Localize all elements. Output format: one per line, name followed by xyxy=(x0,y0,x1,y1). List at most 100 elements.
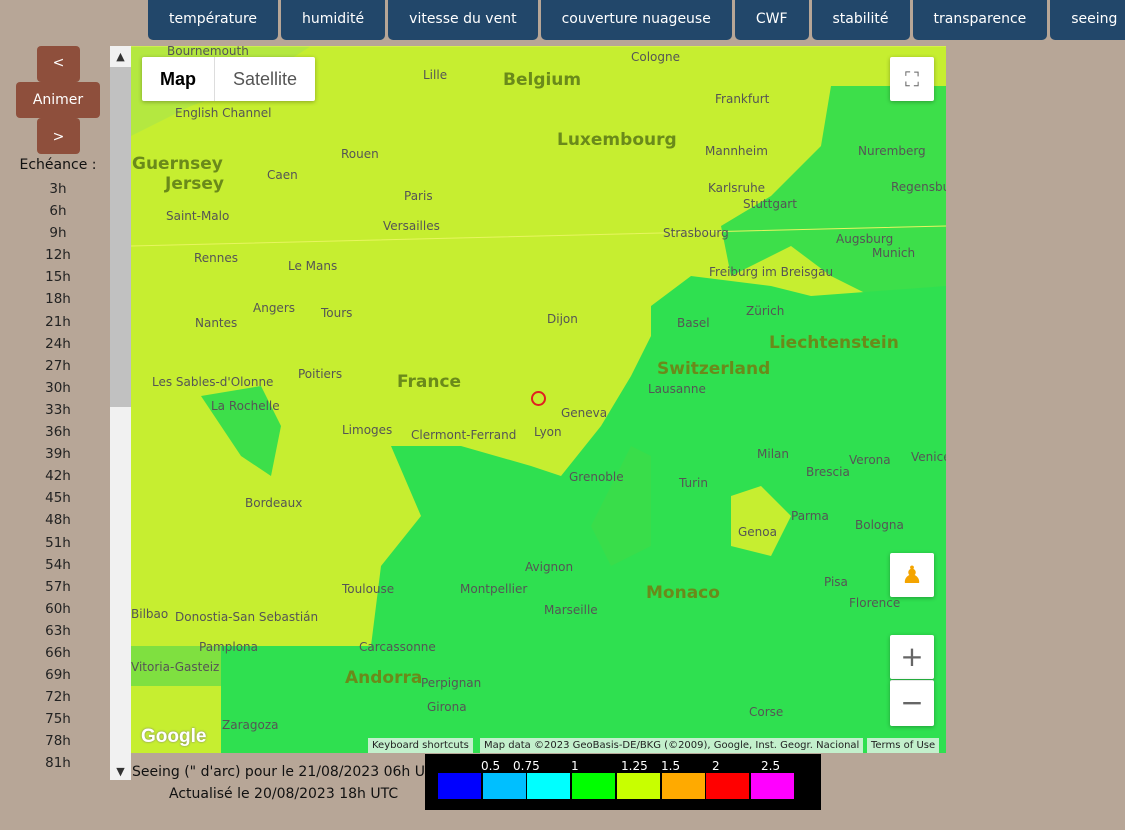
tab-0[interactable]: température xyxy=(148,0,278,40)
hour-item[interactable]: 78h xyxy=(45,733,71,750)
legend-value: 1.5 xyxy=(661,759,681,773)
hour-item[interactable]: 45h xyxy=(45,490,71,507)
map-label: Le Mans xyxy=(288,259,338,273)
fullscreen-icon[interactable]: ⛶ xyxy=(890,57,934,101)
hour-item[interactable]: 42h xyxy=(45,468,71,485)
hour-item[interactable]: 36h xyxy=(45,424,71,441)
tab-6[interactable]: transparence xyxy=(912,0,1048,40)
map-label: Montpellier xyxy=(460,582,528,596)
animate-button[interactable]: Animer xyxy=(16,82,100,118)
hour-item[interactable]: 69h xyxy=(45,667,71,684)
map-label: Andorra xyxy=(345,668,423,688)
terms-of-use-link[interactable]: Terms of Use xyxy=(867,738,940,753)
map-label: Saint-Malo xyxy=(166,209,230,223)
map-label: Avignon xyxy=(525,560,574,574)
map-label: Perpignan xyxy=(421,676,482,690)
echeance-label: Echéance : xyxy=(19,157,97,173)
location-marker[interactable] xyxy=(531,391,546,406)
map-label: English Channel xyxy=(175,106,272,120)
legend-value: 1 xyxy=(571,759,579,773)
hour-item[interactable]: 33h xyxy=(45,401,71,418)
map-label: Guernsey xyxy=(132,154,223,174)
map-label: Frankfurt xyxy=(715,92,770,106)
hour-item[interactable]: 57h xyxy=(45,578,71,595)
parameter-tabs: température humidité vitesse du vent couver… xyxy=(148,0,1125,40)
next-button[interactable]: > xyxy=(37,118,80,154)
google-logo: Google xyxy=(141,726,207,747)
legend-value: 0.75 xyxy=(513,759,540,773)
map-label: Brescia xyxy=(806,465,850,479)
map[interactable]: Belgium Luxembourg France Switzerland Liecht… xyxy=(131,46,946,753)
map-label: Genoa xyxy=(738,525,777,539)
map-label: Stuttgart xyxy=(743,197,797,211)
hour-item[interactable]: 24h xyxy=(45,335,71,352)
map-label: Mannheim xyxy=(705,144,768,158)
map-label: Bilbao xyxy=(131,607,169,621)
map-label: Vitoria-Gasteiz xyxy=(131,660,220,674)
hour-item[interactable]: 48h xyxy=(45,512,71,529)
map-label: Freiburg im Breisgau xyxy=(709,265,834,279)
hour-item[interactable]: 63h xyxy=(45,622,71,639)
scrollbar[interactable]: ▲ ▼ xyxy=(110,46,131,780)
keyboard-shortcuts-link[interactable]: Keyboard shortcuts xyxy=(368,738,473,753)
legend-value: 1.25 xyxy=(621,759,648,773)
hour-item[interactable]: 27h xyxy=(45,357,71,374)
hour-item[interactable]: 3h xyxy=(49,181,67,197)
hour-item[interactable]: 75h xyxy=(45,711,71,728)
tab-3[interactable]: couverture nuageuse xyxy=(540,0,732,40)
map-label: Karlsruhe xyxy=(708,181,766,195)
legend-swatch xyxy=(527,773,571,799)
map-label: Carcassonne xyxy=(359,640,436,654)
tab-4[interactable]: CWF xyxy=(734,0,809,40)
tab-1[interactable]: humidité xyxy=(281,0,386,40)
map-label: Angers xyxy=(253,301,295,315)
map-label: Dijon xyxy=(547,312,578,326)
hour-item[interactable]: 54h xyxy=(45,556,71,573)
map-label: Limoges xyxy=(342,423,393,437)
map-label: Bordeaux xyxy=(245,496,303,510)
hour-item[interactable]: 15h xyxy=(45,269,71,286)
map-label: Lausanne xyxy=(648,382,706,396)
map-label: Girona xyxy=(427,700,467,714)
tab-7[interactable]: seeing xyxy=(1050,0,1125,40)
hour-item[interactable]: 39h xyxy=(45,446,71,463)
zoom-out-button[interactable]: − xyxy=(890,680,934,726)
satellite-button[interactable]: Satellite xyxy=(214,57,315,101)
map-label: Liechtenstein xyxy=(769,333,899,353)
zoom-in-button[interactable]: + xyxy=(890,635,934,679)
map-label: Jersey xyxy=(165,174,224,194)
map-label: Marseille xyxy=(544,603,598,617)
hour-item[interactable]: 51h xyxy=(45,534,71,551)
hour-item[interactable]: 60h xyxy=(45,600,71,617)
hour-item[interactable]: 9h xyxy=(49,225,67,242)
hour-item[interactable]: 6h xyxy=(49,203,67,220)
previous-button[interactable]: < xyxy=(37,46,80,82)
tab-5[interactable]: stabilité xyxy=(811,0,910,40)
hour-item[interactable]: 30h xyxy=(45,379,71,396)
map-label: Pisa xyxy=(824,575,848,589)
scroll-down-icon[interactable]: ▼ xyxy=(116,765,125,778)
map-label: Versailles xyxy=(383,219,440,233)
map-label: Turin xyxy=(679,476,708,490)
legend-swatch xyxy=(616,773,660,799)
map-label: Clermont-Ferrand xyxy=(411,428,517,442)
map-label: Corse xyxy=(749,705,784,719)
hour-item[interactable]: 72h xyxy=(45,689,71,706)
hour-item[interactable]: 12h xyxy=(45,247,71,264)
hour-item[interactable]: 66h xyxy=(45,644,71,661)
map-label: Nantes xyxy=(195,316,238,330)
legend-swatch xyxy=(572,773,616,799)
pegman-icon[interactable]: ♟ xyxy=(890,553,934,597)
map-button[interactable]: Map xyxy=(160,69,196,89)
scroll-up-icon[interactable]: ▲ xyxy=(116,50,125,63)
hour-item[interactable]: 21h xyxy=(45,313,71,330)
map-label: Florence xyxy=(849,596,901,610)
scrollbar-thumb[interactable] xyxy=(110,67,131,407)
map-label: Les Sables-d'Olonne xyxy=(152,375,274,389)
map-label: Donostia-San Sebastián xyxy=(175,610,319,624)
hour-item[interactable]: 18h xyxy=(45,291,71,308)
hour-item[interactable]: 84h xyxy=(0,775,116,779)
map-label: La Rochelle xyxy=(211,399,280,413)
hour-item[interactable]: 81h xyxy=(45,755,71,772)
tab-2[interactable]: vitesse du vent xyxy=(388,0,538,40)
